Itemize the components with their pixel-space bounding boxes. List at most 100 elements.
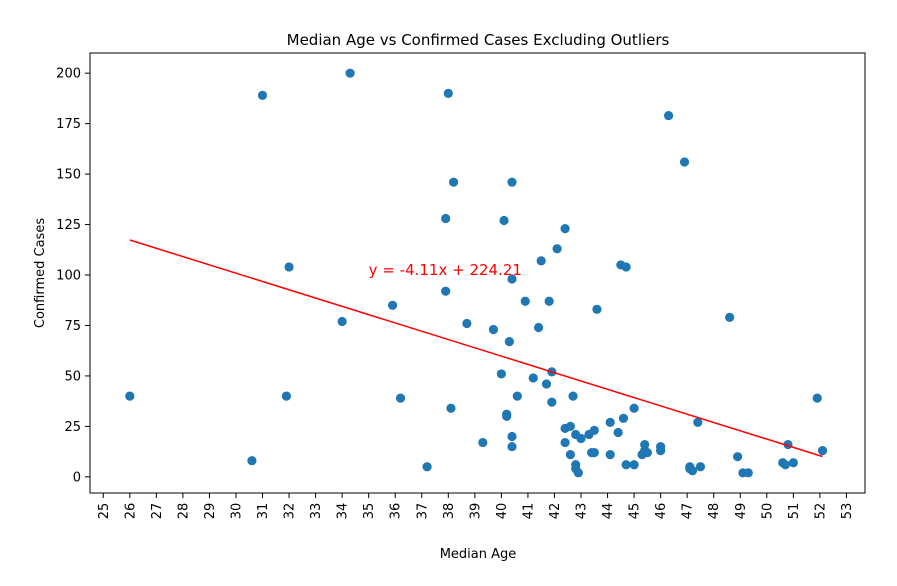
y-tick-label: 25 [64, 420, 81, 435]
x-tick-label: 31 [256, 503, 271, 520]
x-tick-label: 42 [548, 503, 563, 520]
x-tick-label: 52 [813, 503, 828, 520]
data-point [257, 90, 268, 100]
plot-frame [89, 52, 866, 494]
data-point [520, 296, 530, 306]
data-point [281, 391, 292, 401]
data-point [533, 322, 544, 333]
y-axis: 0 25 50 75 100 125 150 175 200 [56, 67, 90, 485]
x-tick-label: 40 [495, 503, 510, 520]
data-point [544, 296, 554, 306]
data-point [502, 411, 512, 421]
data-point [507, 274, 517, 284]
y-axis-title: Confirmed Cases [33, 218, 48, 328]
x-tick-label: 47 [681, 503, 696, 520]
data-point [496, 369, 506, 379]
chart-title: Median Age vs Confirmed Cases Excluding … [287, 31, 670, 49]
data-point [441, 213, 451, 224]
data-point [621, 262, 631, 272]
data-point [629, 460, 639, 470]
data-point [780, 460, 790, 470]
data-point [663, 110, 674, 121]
x-tick-label: 43 [575, 503, 590, 520]
data-point [725, 312, 735, 323]
data-point [446, 403, 456, 413]
data-point [512, 391, 522, 401]
data-point [592, 304, 602, 314]
y-tick-label: 150 [56, 168, 81, 183]
data-point [541, 379, 552, 389]
data-point [443, 88, 453, 98]
data-point [337, 316, 347, 327]
x-tick-label: 35 [362, 503, 377, 520]
y-tick-label: 100 [56, 269, 81, 284]
data-point [536, 256, 546, 266]
data-point [499, 215, 509, 226]
data-point [693, 417, 703, 427]
regression-equation-label: y = -4.11x + 224.21 [369, 261, 522, 279]
data-point [817, 446, 828, 456]
data-point [743, 468, 753, 478]
data-point [478, 437, 488, 448]
data-point [576, 433, 586, 444]
x-tick-label: 39 [468, 503, 483, 520]
data-point [247, 456, 257, 466]
data-point [605, 417, 615, 427]
data-point [441, 286, 451, 296]
x-tick-label: 46 [654, 503, 669, 520]
x-tick-label: 44 [601, 503, 616, 520]
x-tick-label: 45 [628, 503, 643, 520]
data-point [613, 427, 623, 438]
data-point [565, 421, 575, 431]
x-tick-label: 32 [283, 503, 298, 520]
data-point [656, 446, 666, 456]
data-point [528, 373, 538, 383]
y-tick-label: 0 [73, 470, 81, 485]
data-point [125, 391, 135, 401]
data-point [679, 157, 690, 167]
x-tick-label: 30 [229, 503, 244, 520]
data-point [462, 318, 472, 329]
x-tick-label: 53 [840, 503, 855, 520]
x-tick-label: 37 [415, 503, 430, 520]
data-point [573, 468, 583, 478]
x-tick-label: 29 [203, 503, 218, 520]
data-point [560, 223, 570, 234]
y-tick-label: 75 [64, 319, 81, 334]
data-point [552, 244, 562, 254]
data-point [568, 391, 578, 401]
x-tick-label: 38 [442, 503, 457, 520]
data-point [422, 462, 432, 472]
x-tick-label: 50 [760, 503, 775, 520]
y-tick-label: 125 [56, 218, 81, 233]
data-point [507, 431, 517, 442]
data-point [449, 177, 459, 187]
x-tick-label: 28 [176, 503, 191, 520]
data-point [504, 337, 514, 347]
x-axis-title: Median Age [440, 547, 517, 562]
x-tick-label: 33 [309, 503, 324, 520]
x-tick-label: 27 [150, 503, 165, 520]
data-point [345, 68, 355, 78]
data-point [629, 403, 639, 413]
data-point [395, 393, 406, 403]
x-tick-label: 51 [787, 503, 802, 520]
regression-line [129, 239, 823, 458]
data-point [507, 441, 517, 452]
data-point [605, 450, 615, 460]
data-point [507, 177, 517, 187]
x-tick-label: 26 [123, 503, 138, 520]
data-point [621, 460, 631, 470]
y-tick-label: 175 [56, 117, 81, 132]
data-point [812, 393, 822, 403]
data-point [618, 413, 629, 423]
data-point [547, 397, 557, 407]
data-point [733, 452, 743, 462]
data-point [642, 448, 652, 458]
data-point [560, 437, 570, 448]
x-tick-label: 36 [389, 503, 404, 520]
data-point [387, 300, 398, 310]
y-tick-label: 200 [56, 67, 81, 82]
x-axis: 25 26 27 28 29 30 31 32 33 34 35 36 37 38 39 40 41 42 43 44… [97, 493, 855, 519]
